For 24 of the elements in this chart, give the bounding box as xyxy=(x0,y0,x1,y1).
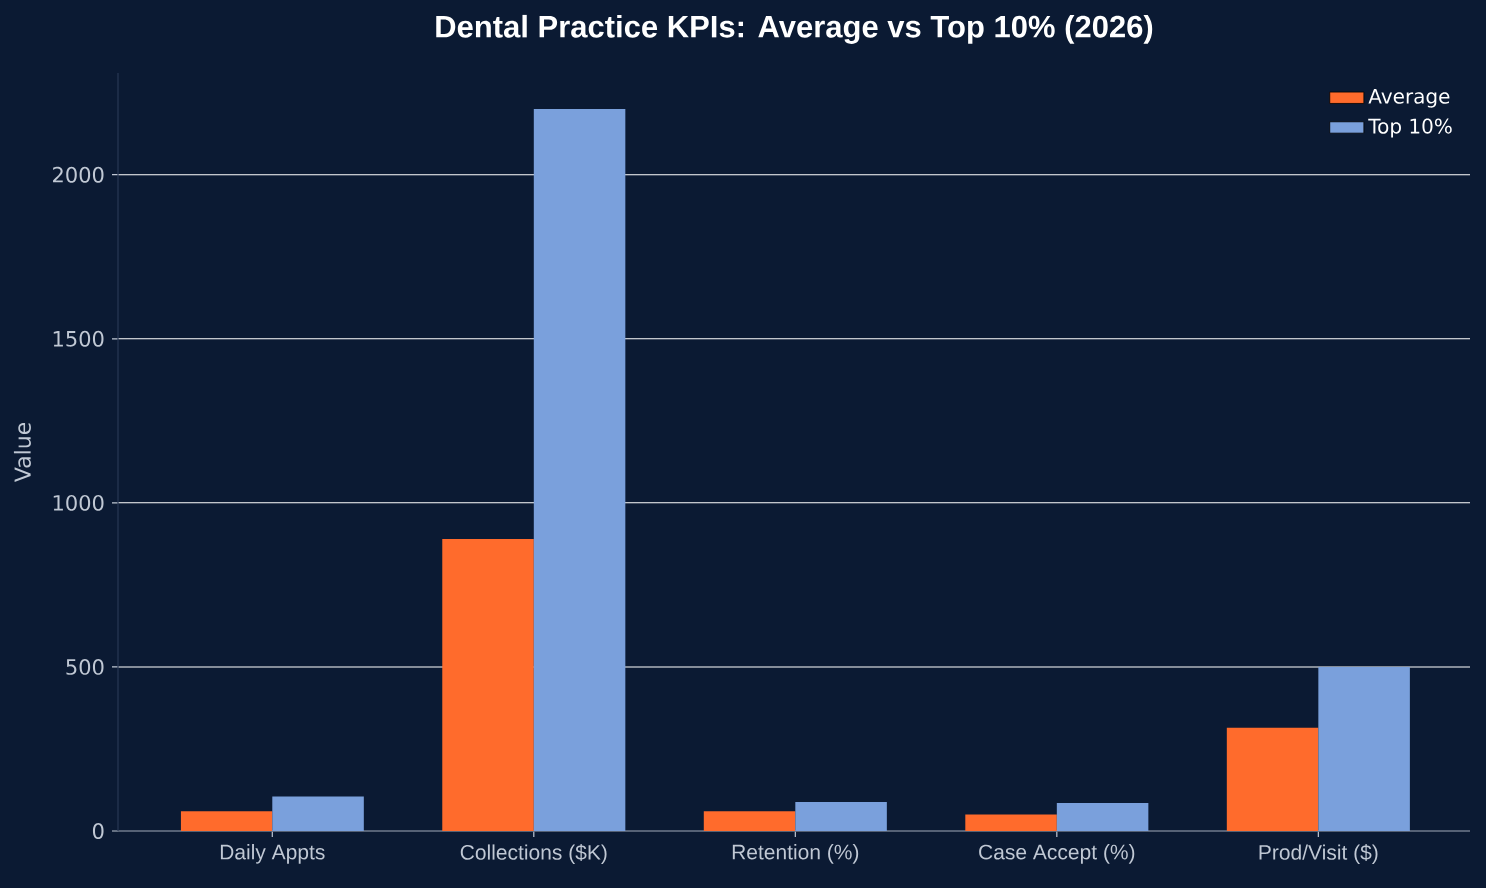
x-tick-label: Prod/Visit ($) xyxy=(1259,844,1378,864)
y-tick-label: 1500 xyxy=(53,330,104,347)
y-axis-title: Value xyxy=(13,422,31,483)
bar xyxy=(533,109,626,831)
bar xyxy=(1226,727,1319,831)
y-tick-label: 1000 xyxy=(53,494,104,511)
legend-label: Average xyxy=(1368,88,1450,108)
y-tick-label: 2000 xyxy=(53,166,104,183)
x-tick-label: Case Accept (%) xyxy=(979,844,1135,864)
y-tick-label: 0 xyxy=(92,823,104,839)
x-tick-label: Retention (%) xyxy=(732,844,859,864)
x-tick-label: Collections ($K) xyxy=(460,844,607,864)
x-tick-label: Daily Appts xyxy=(220,844,325,864)
chart-title: Dental Practice KPIs: Average vs Top 10% (2026) xyxy=(436,14,1153,44)
bar xyxy=(1056,803,1149,831)
bar xyxy=(1318,666,1410,831)
bar xyxy=(272,796,364,831)
legend-label: Top 10% xyxy=(1368,118,1452,138)
bar xyxy=(180,811,273,831)
y-tick-label: 500 xyxy=(66,658,104,675)
bar xyxy=(442,538,534,831)
bar xyxy=(795,802,887,831)
bar xyxy=(703,811,796,831)
bar xyxy=(965,814,1057,831)
